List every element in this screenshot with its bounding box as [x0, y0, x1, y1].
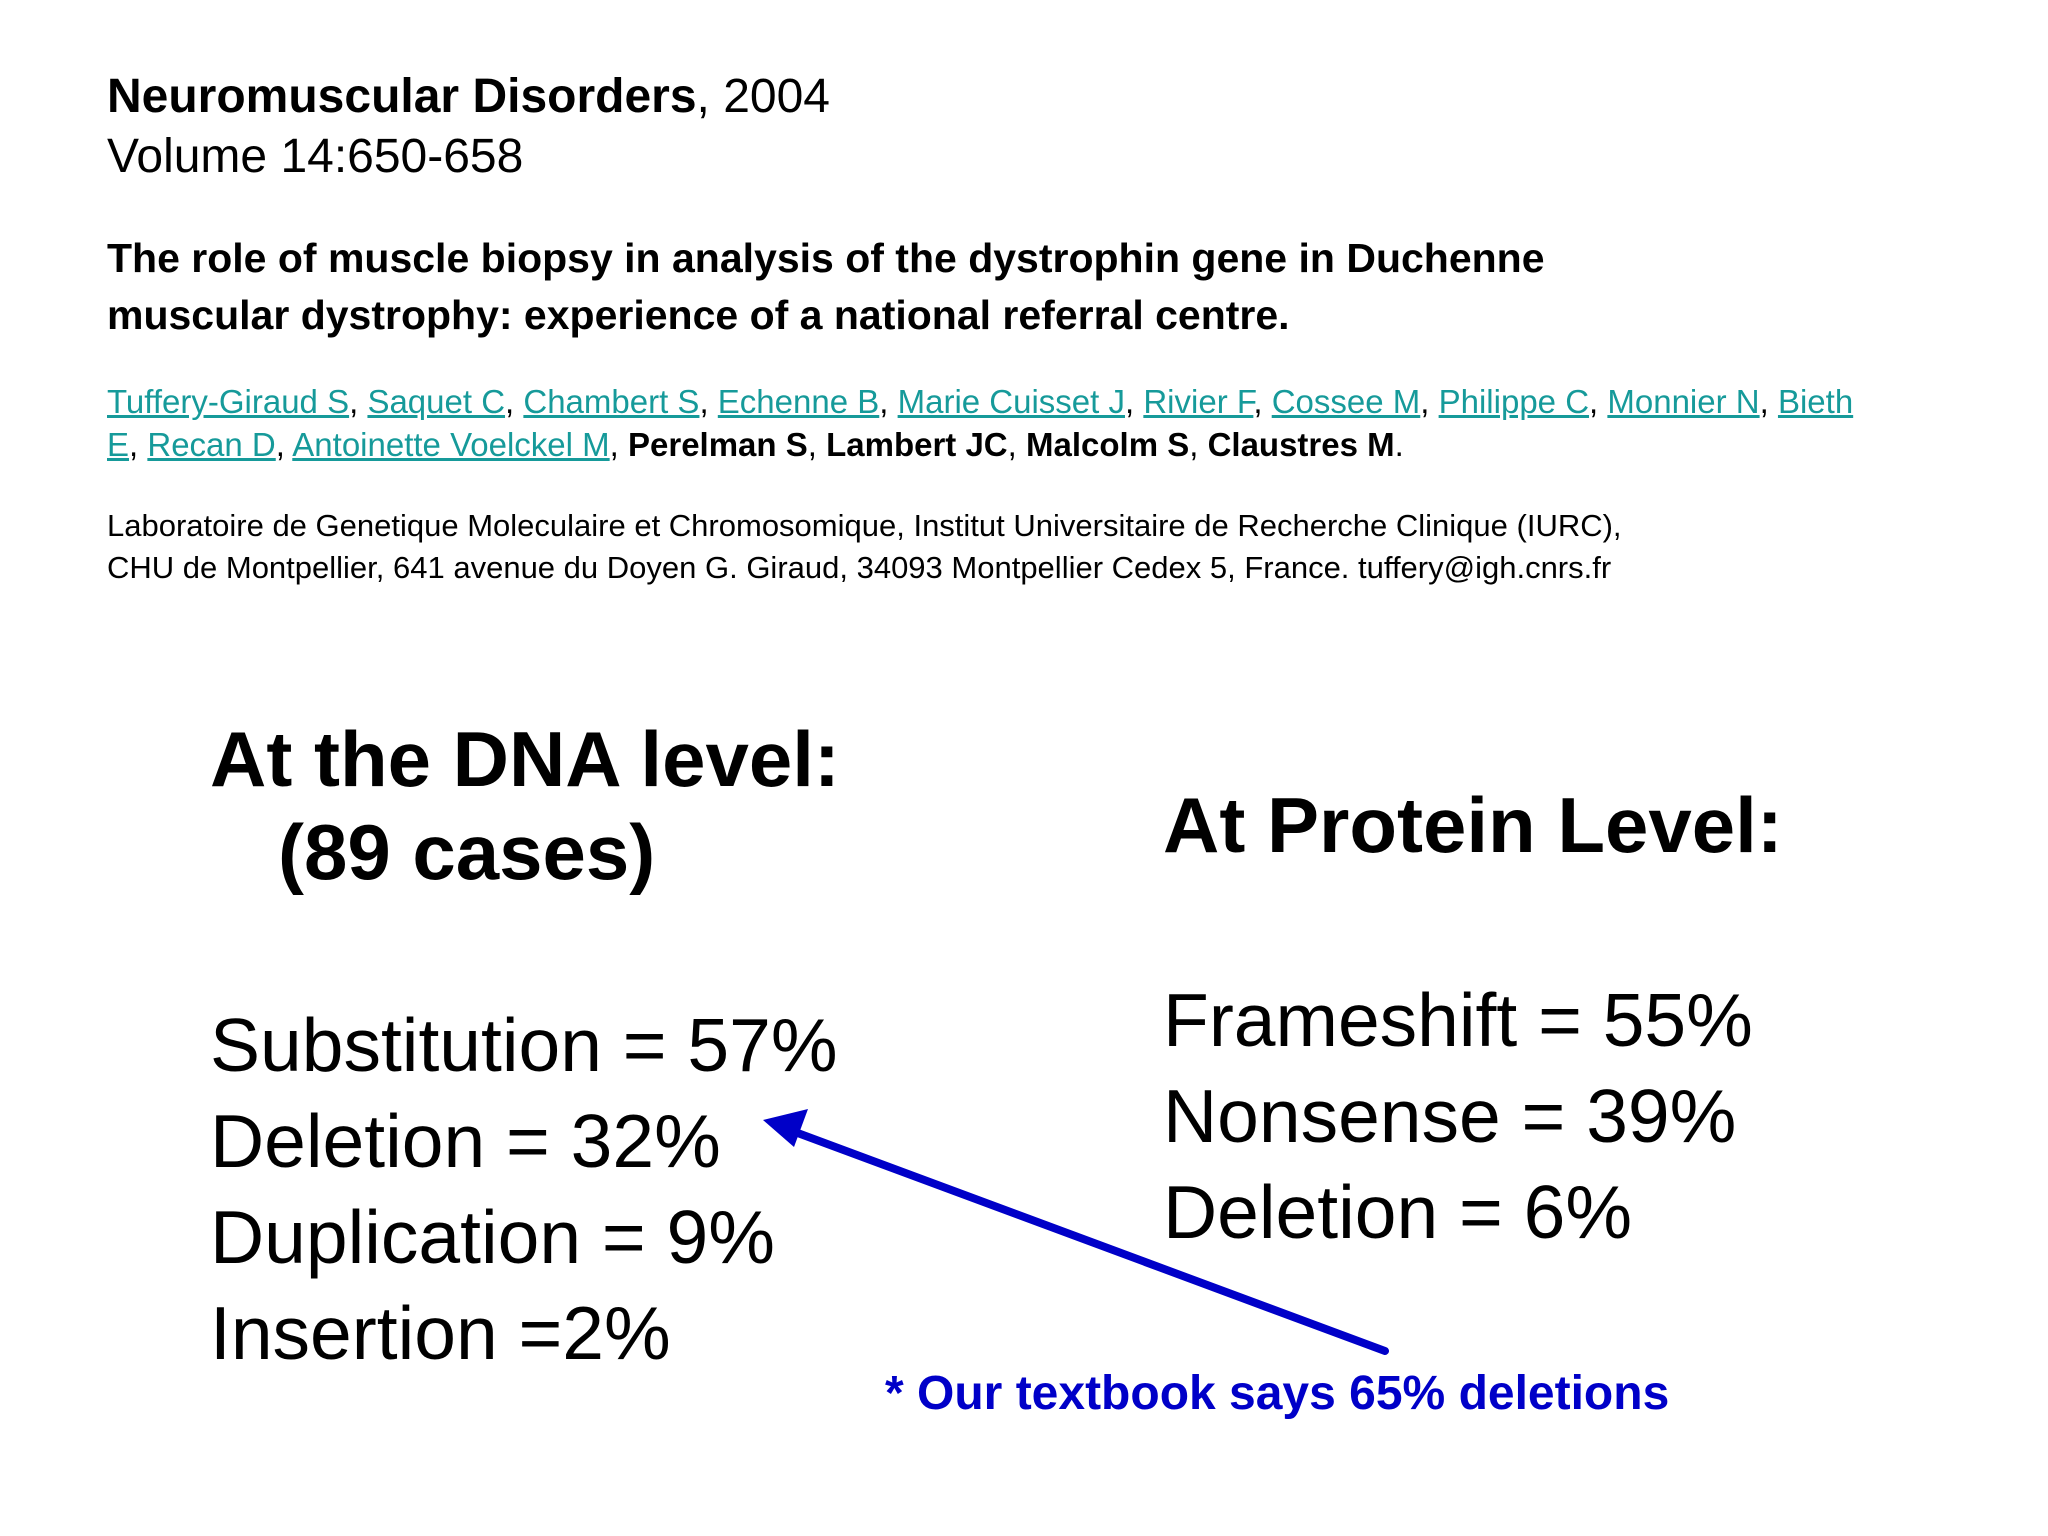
author-link[interactable]: Antoinette Voelckel M [292, 426, 610, 463]
author-link[interactable]: Chambert S [523, 383, 700, 420]
author-separator: , [1189, 426, 1208, 463]
author-separator: , [275, 426, 293, 463]
author-link[interactable]: Bieth E [107, 383, 1854, 463]
author-link[interactable]: Recan D [147, 426, 276, 463]
author-link[interactable]: Cossee M [1271, 383, 1421, 420]
arrow-head-icon [763, 1109, 808, 1147]
affiliation-line-2: CHU de Montpellier, 641 avenue du Doyen … [107, 550, 1612, 585]
author-separator: , [1125, 383, 1144, 420]
journal-year: , 2004 [696, 70, 830, 123]
protein-stat-item: Frameshift = 55% [1163, 978, 1753, 1062]
paper-title: The role of muscle biopsy in analysis of… [107, 230, 1867, 344]
author-separator: , [1589, 383, 1608, 420]
paper-title-line-2: muscular dystrophy: experience of a nati… [107, 292, 1290, 338]
author-separator: , [1759, 383, 1778, 420]
protein-level-heading: At Protein Level: [1163, 781, 1783, 869]
journal-citation: Neuromuscular Disorders, 2004 [107, 68, 830, 126]
author-name: Lambert JC [826, 426, 1008, 463]
textbook-note: * Our textbook says 65% deletions [885, 1367, 1670, 1420]
author-separator: , [349, 383, 368, 420]
author-link[interactable]: Marie Cuisset J [897, 383, 1125, 420]
affiliation-line-1: Laboratoire de Genetique Moleculaire et … [107, 508, 1622, 543]
author-separator: , [129, 426, 148, 463]
author-separator: , [807, 426, 827, 463]
author-link[interactable]: Saquet C [367, 383, 506, 420]
affiliation: Laboratoire de Genetique Moleculaire et … [107, 505, 1907, 589]
paper-title-line-1: The role of muscle biopsy in analysis of… [107, 235, 1545, 281]
author-link[interactable]: Philippe C [1438, 383, 1590, 420]
dna-level-heading: At the DNA level: [210, 715, 840, 803]
author-separator: , [699, 383, 718, 420]
dna-case-count: (89 cases) [278, 808, 656, 896]
author-separator: , [1420, 383, 1439, 420]
author-name: Malcolm S [1026, 426, 1190, 463]
journal-volume: Volume 14:650-658 [107, 130, 524, 183]
author-name: Perelman S [627, 426, 808, 463]
author-separator: , [505, 383, 524, 420]
protein-stat-item: Deletion = 6% [1163, 1170, 1633, 1254]
author-separator: , [1253, 383, 1272, 420]
journal-name: Neuromuscular Disorders [107, 70, 697, 123]
author-separator: , [609, 426, 628, 463]
author-link[interactable]: Rivier F [1143, 383, 1254, 420]
dna-stats-list: Substitution = 57% Deletion = 32% Duplic… [210, 997, 838, 1381]
dna-stat-item: Insertion =2% [210, 1291, 671, 1375]
author-link[interactable]: Echenne B [717, 383, 880, 420]
author-separator: . [1394, 426, 1404, 463]
author-link[interactable]: Monnier N [1607, 383, 1760, 420]
arrow-shaft [791, 1128, 1389, 1355]
author-list: Tuffery-Giraud S, Saquet C, Chambert S, … [107, 380, 1867, 466]
dna-stat-item: Deletion = 32% [210, 1099, 721, 1183]
author-link[interactable]: Tuffery-Giraud S [107, 383, 350, 420]
author-separator: , [1007, 426, 1026, 463]
protein-stats-list: Frameshift = 55% Nonsense = 39% Deletion… [1163, 972, 1753, 1260]
dna-stat-item: Duplication = 9% [210, 1195, 775, 1279]
author-name: Claustres M [1207, 426, 1395, 463]
author-separator: , [879, 383, 898, 420]
dna-stat-item: Substitution = 57% [210, 1003, 838, 1087]
protein-stat-item: Nonsense = 39% [1163, 1074, 1737, 1158]
